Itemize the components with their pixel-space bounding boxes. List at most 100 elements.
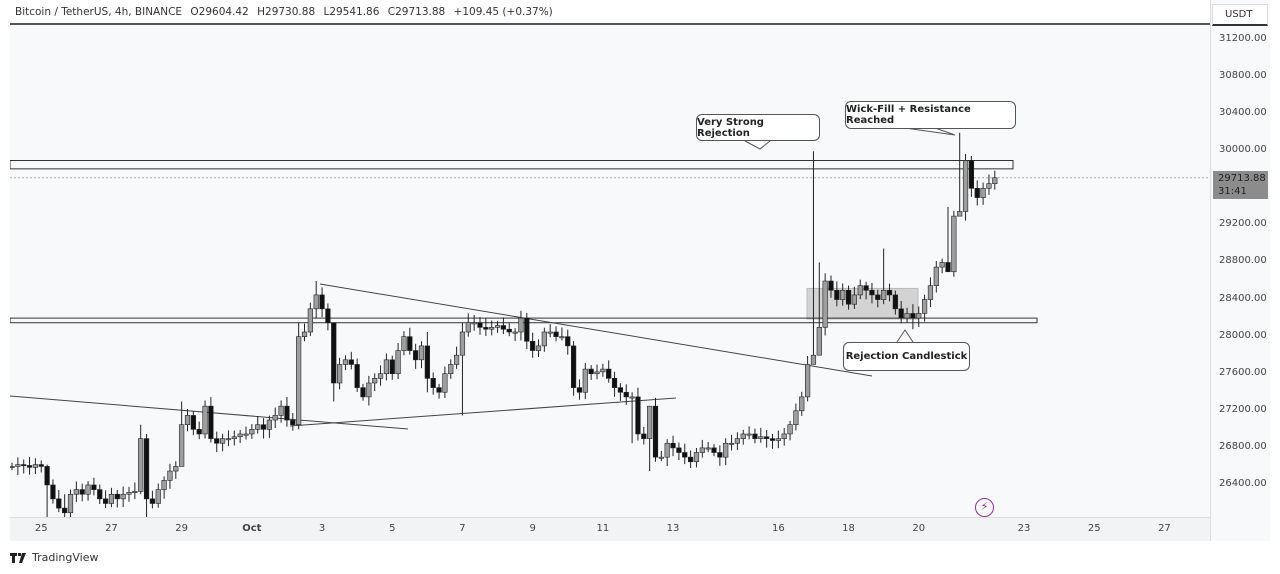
- candle-up: [167, 470, 173, 481]
- candle-up: [518, 317, 524, 333]
- candle-up: [582, 368, 588, 393]
- candle-up: [383, 359, 390, 375]
- descending-trendline: [319, 283, 873, 377]
- time-axis[interactable]: 25 27 29 Oct 3 5 7 9 11 13 16 18 20 23 25 27: [10, 517, 1210, 541]
- time-tick: 5: [389, 523, 396, 534]
- candle-down: [348, 359, 354, 365]
- candle-down: [331, 322, 337, 384]
- candle-up: [699, 447, 705, 453]
- candle-down: [424, 345, 430, 379]
- candle-down: [968, 160, 974, 189]
- candle-down: [670, 442, 676, 449]
- chart-pane[interactable]: [10, 25, 1210, 517]
- candle-down: [97, 489, 103, 500]
- symbol-name[interactable]: Bitcoin / TetherUS, 4h, BINANCE: [15, 6, 183, 18]
- candle-down: [869, 289, 875, 296]
- candle-up: [132, 491, 138, 493]
- candle-down: [483, 327, 489, 330]
- price-tick: 31200.00: [1219, 33, 1267, 44]
- candle-up: [243, 433, 249, 436]
- candle-up: [600, 368, 606, 373]
- candle-down: [910, 313, 916, 319]
- candle-down: [828, 280, 834, 291]
- current-price-label: 29713.88 31:41: [1213, 171, 1268, 199]
- candle-up: [594, 371, 600, 375]
- candle-down: [21, 464, 27, 467]
- candle-up: [202, 405, 208, 435]
- candle-up: [951, 215, 957, 273]
- candle-down: [617, 387, 623, 393]
- candle-up: [793, 410, 799, 426]
- candle-down: [436, 387, 442, 393]
- candle-up: [184, 415, 191, 426]
- candle-up: [342, 359, 349, 365]
- callout-text: Wick-Fill + Resistance Reached: [846, 104, 971, 126]
- callout-very-strong-rejection: Very Strong Rejection: [696, 114, 820, 141]
- candle-down: [886, 289, 893, 296]
- candle-down: [898, 308, 904, 319]
- candle-down: [524, 317, 530, 342]
- callout-tail: [744, 140, 771, 150]
- candle-up: [15, 464, 21, 467]
- tradingview-logo-icon: [10, 552, 26, 563]
- currency-button[interactable]: USDT: [1212, 4, 1268, 26]
- candle-up: [108, 493, 115, 504]
- callout-tail: [904, 127, 956, 136]
- candle-up: [740, 433, 746, 439]
- candle-down: [506, 328, 512, 333]
- candle-up: [921, 299, 928, 314]
- candle-down: [623, 391, 629, 398]
- price-axis[interactable]: [1210, 0, 1270, 541]
- callout-tail: [896, 329, 914, 343]
- candle-up: [161, 480, 167, 490]
- candle-down: [764, 436, 770, 439]
- brand-name: TradingView: [32, 551, 99, 564]
- candle-down: [26, 465, 33, 468]
- candle-up: [459, 331, 466, 356]
- candle-down: [530, 340, 536, 351]
- ascending-trendline: [289, 397, 677, 427]
- candle-up: [881, 289, 887, 300]
- candle-down: [79, 489, 85, 495]
- candle-up: [372, 378, 378, 384]
- candle-down: [214, 438, 220, 444]
- tradingview-logo[interactable]: TradingView: [10, 551, 98, 564]
- candle-up: [231, 436, 237, 439]
- candle-up: [272, 415, 278, 421]
- candle-down: [875, 294, 881, 300]
- candle-up: [120, 493, 126, 500]
- candle-down: [44, 466, 50, 486]
- candle-down: [149, 498, 156, 504]
- candle-up: [266, 419, 273, 430]
- candle-up: [916, 313, 922, 319]
- candle-up: [775, 438, 781, 441]
- time-tick: 29: [175, 523, 189, 534]
- candle-down: [143, 438, 150, 500]
- ohlc-high: H29730.88: [257, 6, 316, 18]
- candle-up: [992, 177, 998, 184]
- candle-down: [196, 429, 202, 435]
- time-tick: 11: [596, 523, 610, 534]
- resistance-zone: [10, 160, 1014, 170]
- candle-down: [56, 498, 62, 509]
- candle-up: [336, 364, 343, 384]
- price-tick: 26800.00: [1219, 440, 1267, 452]
- candle-up: [442, 373, 448, 393]
- candle-up: [728, 442, 735, 445]
- price-tick: 27200.00: [1219, 403, 1267, 415]
- candle-up: [535, 345, 542, 351]
- time-tick: 13: [666, 523, 680, 534]
- candle-up: [471, 322, 477, 325]
- candle-up: [758, 436, 764, 439]
- candle-up: [67, 493, 74, 514]
- bar-countdown: 31:41: [1218, 186, 1247, 197]
- candle-down: [711, 447, 717, 453]
- candle-down: [570, 345, 577, 388]
- candle-down: [208, 405, 214, 439]
- candle-up: [693, 452, 700, 463]
- lightning-icon[interactable]: ⚡: [975, 498, 994, 517]
- candle-up: [705, 447, 711, 450]
- candle-up: [810, 354, 817, 365]
- candle-up: [904, 313, 910, 319]
- candle-down: [565, 336, 571, 347]
